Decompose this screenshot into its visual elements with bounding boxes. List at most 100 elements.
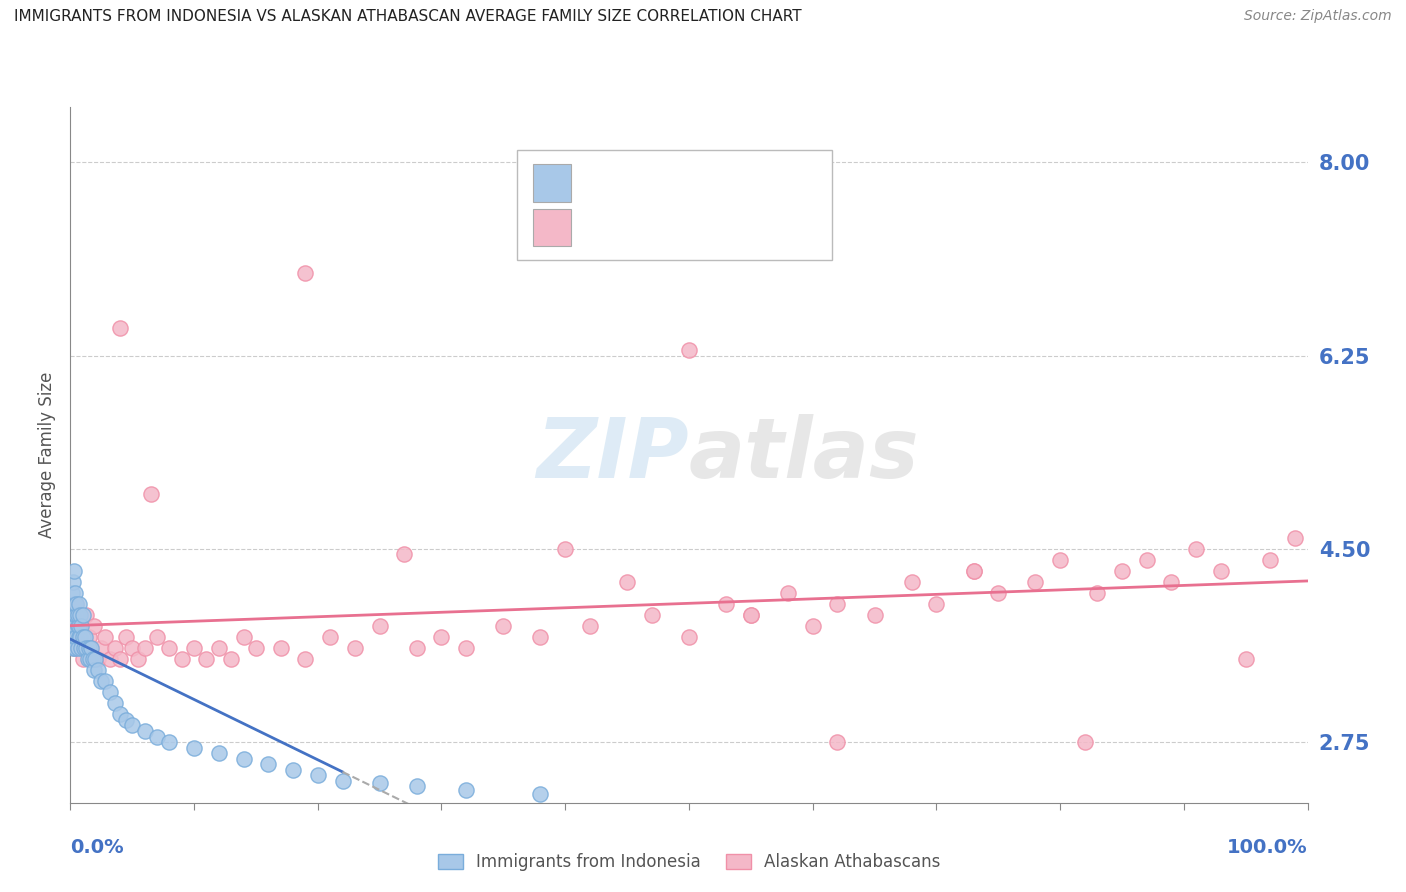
Point [962,564,984,578]
Point [80,641,103,656]
Point [67,630,90,644]
Text: 100.0%: 100.0% [1227,838,1308,856]
Point [75,641,97,656]
Point [740,608,762,623]
Point [146,730,169,744]
Point [579,619,602,633]
Point [104,641,127,656]
Point [104,697,127,711]
Point [65,619,87,633]
Text: IMMIGRANTS FROM INDONESIA VS ALASKAN ATHABASCAN AVERAGE FAMILY SIZE CORRELATION : IMMIGRANTS FROM INDONESIA VS ALASKAN ATH… [14,9,801,24]
Point [134,724,156,739]
Point [678,630,700,644]
Point [94,630,117,644]
Point [394,547,416,561]
Point [98,685,121,699]
Point [146,630,169,644]
Point [69,630,91,644]
Point [456,641,478,656]
Point [65,608,87,623]
Point [962,564,984,578]
Point [343,641,366,656]
Point [827,597,849,611]
Point [1284,531,1306,545]
Point [66,608,89,623]
Point [82,652,104,666]
Point [67,619,90,633]
Point [66,641,89,656]
Point [554,541,576,556]
Point [108,707,131,722]
Point [208,746,231,760]
Point [75,608,97,623]
Point [405,779,427,793]
Point [641,608,664,623]
Point [776,586,799,600]
Point [60,586,83,600]
Point [134,641,156,656]
Point [270,641,292,656]
Point [84,652,107,666]
Point [1136,553,1159,567]
Point [678,343,700,357]
Point [368,776,391,790]
Point [405,641,427,656]
Point [1049,553,1071,567]
Point [801,619,824,633]
Point [67,630,90,644]
Point [368,619,391,633]
Point [195,652,218,666]
Point [65,586,87,600]
Point [294,652,316,666]
Point [72,630,94,644]
Text: atlas: atlas [689,415,920,495]
Point [98,652,121,666]
Point [75,641,97,656]
Point [108,321,131,335]
Point [63,630,86,644]
Point [1024,574,1046,589]
Point [90,641,112,656]
Point [127,652,149,666]
Point [714,597,737,611]
Point [863,608,886,623]
Text: Source: ZipAtlas.com: Source: ZipAtlas.com [1244,9,1392,23]
Point [86,652,108,666]
Point [616,574,638,589]
Point [1085,586,1108,600]
Point [925,597,948,611]
Point [157,735,180,749]
Point [65,597,87,611]
Point [281,763,304,777]
Point [70,641,93,656]
Point [170,652,193,666]
Point [70,619,93,633]
Point [62,608,84,623]
Point [90,674,112,689]
Point [1111,564,1133,578]
Point [79,652,101,666]
Point [76,652,98,666]
Point [63,641,86,656]
Point [257,757,280,772]
Point [183,641,205,656]
Point [63,619,86,633]
Point [72,608,94,623]
Point [63,597,86,611]
Point [75,630,97,644]
Point [139,486,162,500]
Point [65,641,87,656]
Point [69,608,91,623]
Point [1160,574,1182,589]
Point [77,630,100,644]
Point [80,641,103,656]
Point [294,266,316,280]
Point [69,619,91,633]
Point [63,564,86,578]
Point [529,787,551,801]
Point [62,641,84,656]
Legend: Immigrants from Indonesia, Alaskan Athabascans: Immigrants from Indonesia, Alaskan Athab… [430,847,948,878]
Point [987,586,1010,600]
Text: ZIP: ZIP [536,415,689,495]
Point [307,768,329,782]
